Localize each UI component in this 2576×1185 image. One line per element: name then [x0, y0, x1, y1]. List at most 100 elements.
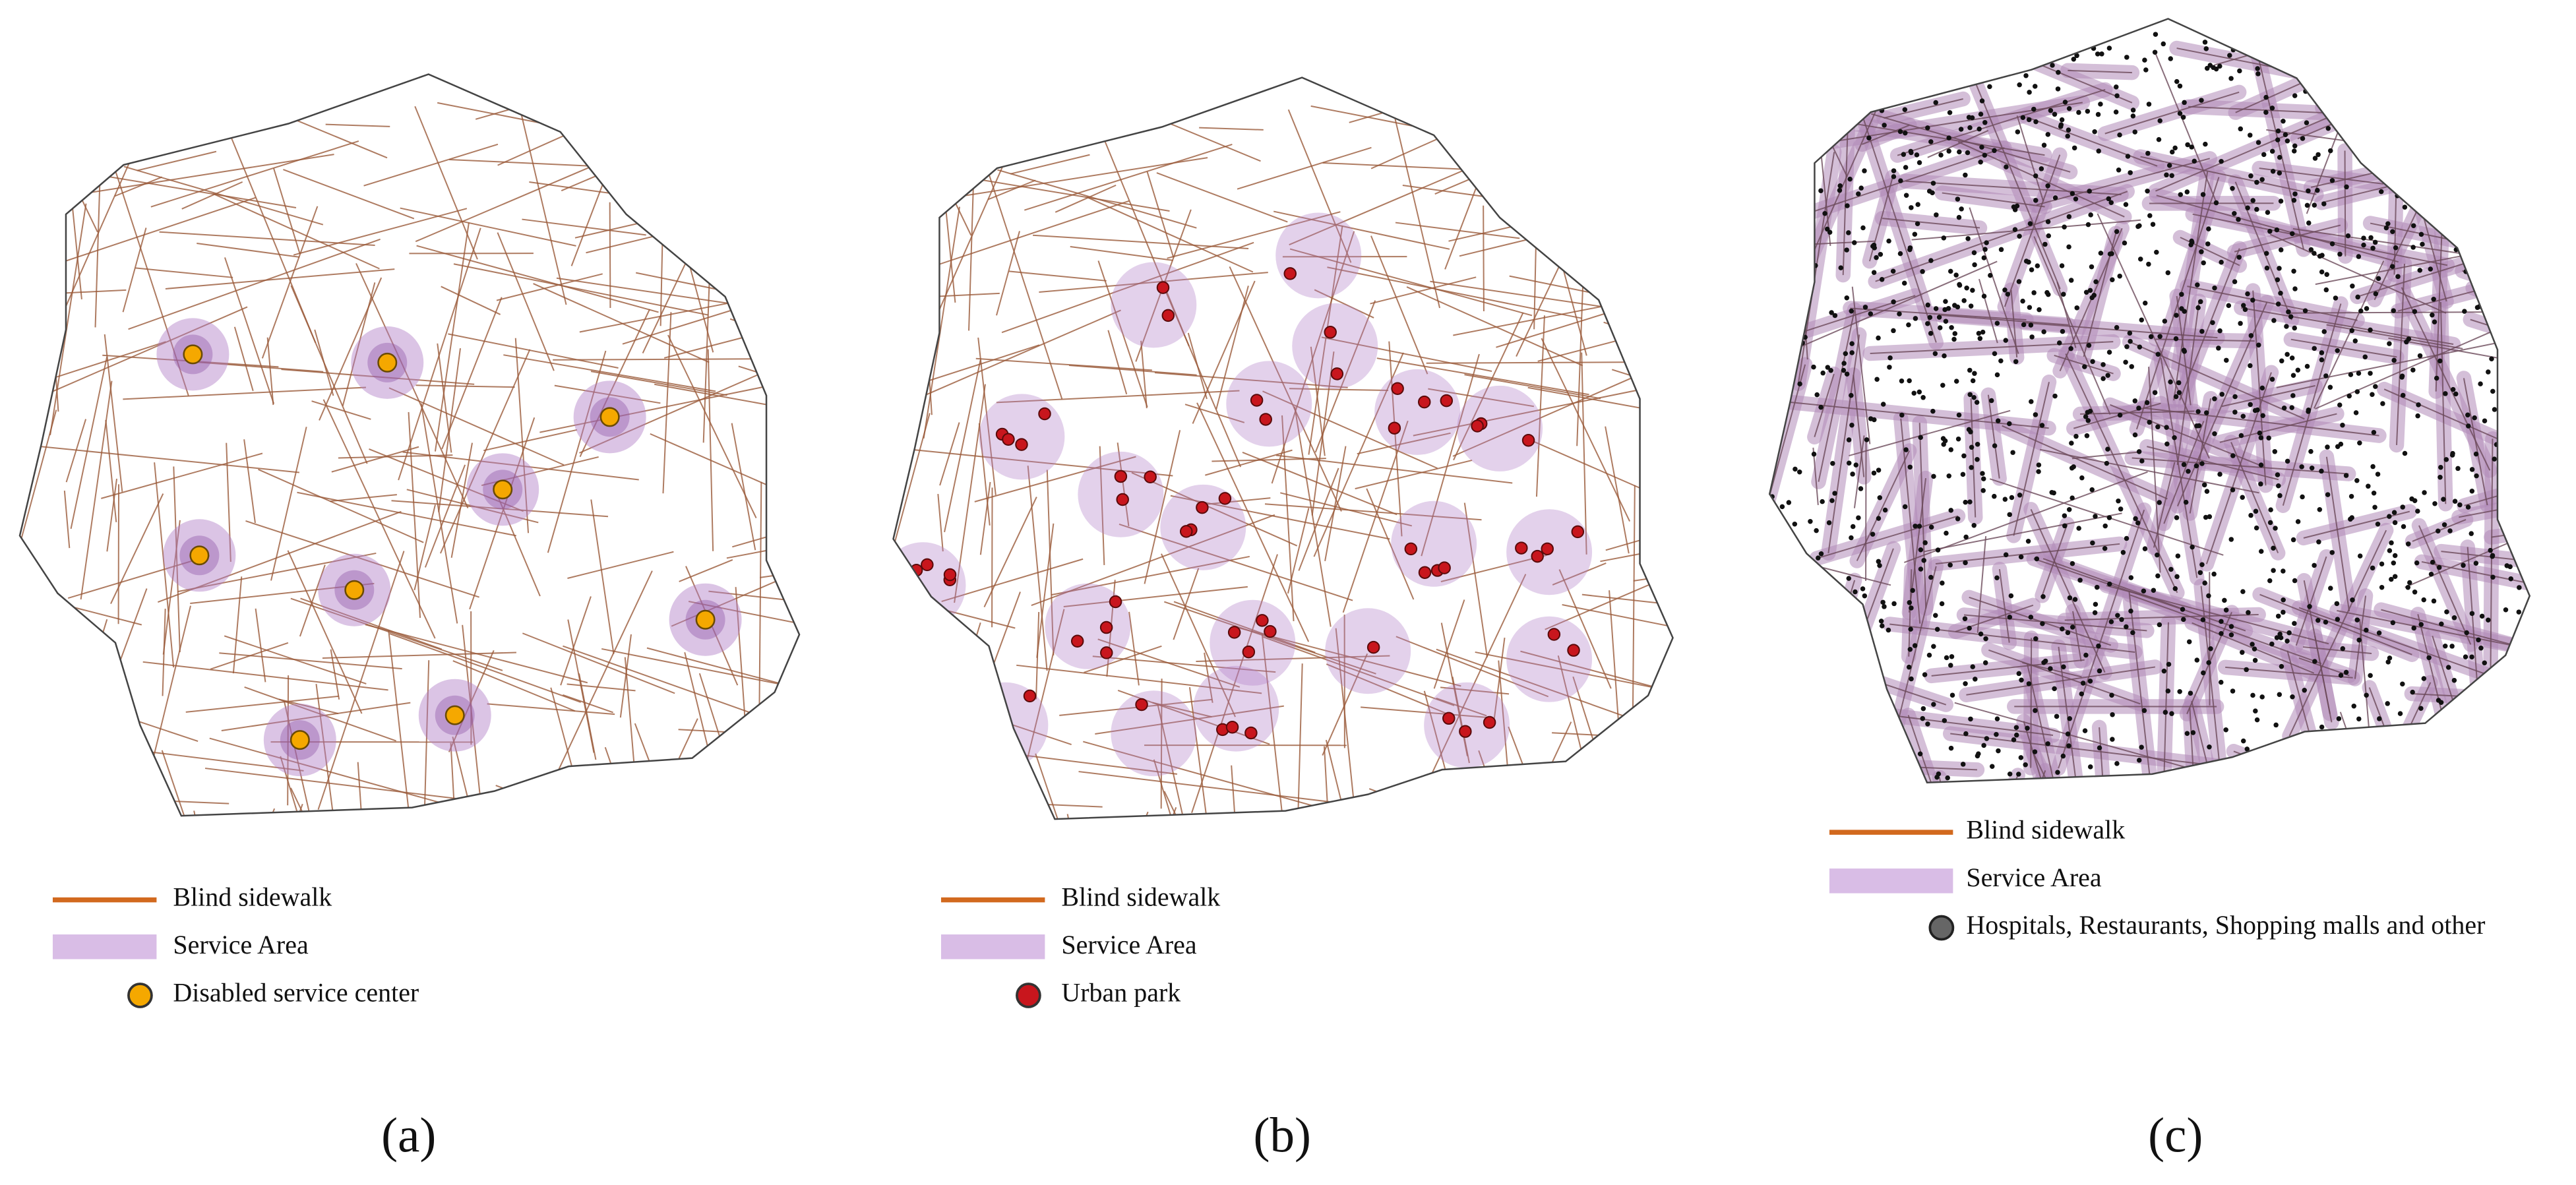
poi-dot: [2244, 667, 2249, 673]
poi-dot: [2003, 552, 2009, 558]
poi-dot: [2174, 78, 2180, 84]
poi-dot: [2327, 384, 2333, 390]
poi-dot: [2002, 497, 2008, 502]
poi-dot: [2267, 578, 2273, 584]
street: [224, 257, 275, 404]
poi-dot: [1971, 395, 1977, 400]
street: [1576, 218, 1586, 446]
poi-dot: [2137, 344, 2143, 350]
street: [2221, 384, 2315, 408]
poi-dot: [1971, 250, 1977, 256]
poi-dot: [2068, 278, 2074, 283]
poi-dot: [2180, 607, 2186, 612]
street: [1395, 222, 1520, 239]
poi-dot: [2114, 93, 2120, 98]
street: [1463, 502, 1488, 657]
street: [1558, 569, 1612, 689]
poi-dot: [2364, 306, 2370, 311]
poi-dot: [1901, 280, 1907, 286]
poi-dot: [2279, 358, 2285, 364]
service-area: [1769, 93, 1810, 319]
street: [619, 634, 632, 718]
street: [1167, 211, 1341, 259]
poi-dot: [2176, 390, 2182, 396]
poi-dot: [2357, 441, 2362, 446]
poi-dot: [2199, 328, 2205, 334]
poi-dot: [2273, 722, 2279, 728]
poi-dot: [2061, 664, 2066, 669]
poi-dot: [2135, 520, 2141, 526]
poi-dot: [2166, 661, 2172, 667]
street: [1853, 375, 1865, 477]
street: [2230, 442, 2279, 554]
poi-dot: [1942, 353, 1947, 359]
poi-dot: [1844, 295, 1850, 301]
poi-dot: [1959, 206, 1964, 212]
poi-dot: [2026, 681, 2032, 686]
poi-dot: [1846, 230, 1851, 235]
poi-dot: [2046, 233, 2052, 239]
street: [496, 273, 603, 301]
poi-dot: [1876, 516, 1882, 521]
street: [290, 285, 368, 464]
poi-dot: [1967, 125, 1973, 131]
poi-dot: [1907, 647, 1913, 652]
street: [319, 277, 383, 421]
poi-dot: [2185, 142, 2190, 148]
street: [20, 88, 138, 96]
poi-dot: [2272, 449, 2278, 454]
service-area: [2502, 18, 2530, 53]
street: [579, 309, 651, 458]
poi-dot: [2389, 264, 2395, 269]
legend-point-swatch: [1928, 915, 1955, 941]
street: [646, 647, 800, 707]
poi-dot: [2061, 291, 2066, 297]
poi-dot: [2321, 201, 2327, 206]
poi-dot: [2028, 615, 2034, 620]
poi-dot: [2201, 260, 2206, 266]
poi-dot: [2392, 574, 2398, 580]
poi-dot: [2059, 263, 2065, 268]
poi-dot: [1779, 504, 1785, 510]
poi-dot: [2172, 145, 2178, 151]
poi-dot: [2212, 396, 2217, 402]
poi-dot: [1965, 236, 1971, 241]
poi-dot: [2368, 673, 2373, 679]
legend: Blind sidewalk Service Area Urban park: [940, 882, 1220, 1008]
poi-dot: [2197, 570, 2203, 576]
poi-dot: [2356, 716, 2362, 721]
poi-dot: [2278, 247, 2284, 253]
poi-dot: [2284, 324, 2289, 329]
street: [935, 292, 1000, 297]
poi-dot: [2227, 53, 2232, 58]
street: [1514, 85, 1673, 102]
street: [570, 181, 605, 266]
street: [2219, 413, 2337, 443]
poi-dot: [2080, 681, 2086, 686]
service-area: [1820, 768, 1913, 783]
poi-dot: [1952, 331, 1958, 336]
poi-dot: [2157, 118, 2162, 123]
street: [1562, 604, 1673, 655]
street: [550, 687, 617, 816]
poi-dot: [2190, 544, 2195, 550]
poi-dot: [2357, 553, 2363, 559]
street: [1262, 390, 1438, 470]
poi-dot: [2124, 344, 2130, 349]
poi-dot: [2418, 706, 2424, 712]
poi-dot: [2316, 539, 2321, 545]
poi-dot: [1925, 125, 1930, 131]
poi-dot: [1925, 721, 1930, 727]
street: [529, 181, 660, 201]
poi-dot: [2517, 585, 2522, 590]
poi-dot: [1902, 107, 1908, 112]
poi-dot: [1992, 148, 1997, 154]
map-outline: [1768, 18, 2531, 784]
street: [204, 768, 477, 802]
poi-dot: [2329, 241, 2335, 247]
legend: Blind sidewalk Service Area Disabled ser…: [52, 882, 419, 1008]
poi-dot: [2354, 389, 2360, 394]
street: [1059, 698, 1213, 716]
poi-dot: [2180, 115, 2186, 120]
